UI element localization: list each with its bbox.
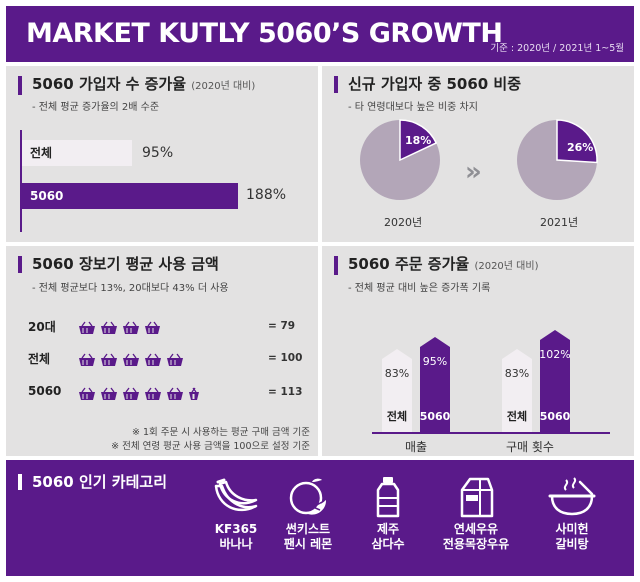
column-value-label: 83%	[505, 367, 529, 380]
column-series-label: 전체	[507, 409, 527, 423]
avg-spend-title: 5060 장보기 평균 사용 금액	[18, 256, 219, 273]
popular-title: 5060 인기 카테고리	[18, 474, 167, 490]
order-growth-title-text: 5060 주문 증가율	[348, 255, 470, 273]
arrow-icon: »	[465, 157, 482, 187]
basket-icon	[78, 386, 96, 400]
avg-spend-subtitle: - 전체 평균보다 13%, 20대보다 43% 더 사용	[32, 283, 229, 294]
note-1: ※ 1회 주문 시 사용하는 평균 구매 금액 기준	[131, 427, 310, 438]
pie-2021-label: 2021년	[540, 216, 579, 229]
signup-growth-title-text: 5060 가입자 수 증가율	[32, 75, 187, 93]
new-member-share-title: 신규 가입자 중 5060 비중	[334, 76, 521, 93]
bar-5060-value: 188%	[246, 187, 287, 203]
xlabel-purchases: 구매 횟수	[506, 440, 554, 454]
soup-bowl-icon	[548, 477, 596, 516]
pie-2020-slice	[399, 119, 438, 162]
basket-row-20s	[78, 320, 162, 334]
row-value-5060: = 113	[268, 386, 303, 398]
category-water: 제주 삼다수	[338, 476, 438, 552]
basket-icon	[78, 320, 96, 334]
category-lemon-line2: 팬시 레몬	[283, 537, 333, 551]
category-milk-line1: 연세우유	[453, 522, 499, 536]
header-banner: MARKET KUTLY 5060’S GROWTH 기준 : 2020년 / …	[6, 6, 634, 62]
pie-2021	[517, 119, 598, 200]
basket-row-total	[78, 352, 184, 366]
signup-growth-title-note: (2020년 대비)	[191, 81, 256, 92]
basket-icon	[100, 352, 118, 366]
row-value-20s: = 79	[268, 320, 296, 332]
water-bottle-icon	[376, 477, 400, 518]
pie-2020-value: 18%	[405, 134, 432, 147]
pie-2021-slice	[556, 119, 598, 164]
basket-icon	[188, 386, 206, 400]
category-water-line1: 제주	[376, 522, 400, 536]
column-value-label: 102%	[539, 348, 570, 361]
column-series-label: 5060	[540, 410, 571, 423]
avg-spend-panel	[6, 246, 318, 456]
order-growth-chart: 83% 전체 95% 5060 83% 전체 102% 5060	[382, 330, 571, 432]
order-growth-title-note: (2020년 대비)	[474, 261, 539, 272]
category-soup-line1: 사미헌	[555, 522, 589, 536]
column-5060-purchases	[540, 330, 570, 432]
basket-icon	[144, 352, 162, 366]
chart-baseline	[372, 432, 610, 434]
bar-5060: 5060	[22, 183, 238, 209]
lemon-icon	[289, 478, 327, 515]
signup-growth-subtitle: - 전체 평균 증가율의 2배 수준	[32, 102, 160, 113]
column-series-label: 전체	[387, 409, 407, 423]
chart-axis	[20, 130, 22, 232]
category-banana: KF365 바나나	[186, 476, 286, 552]
category-soup-line2: 갈비탕	[555, 537, 589, 551]
column-series-label: 5060	[420, 410, 451, 423]
note-2: ※ 전체 연령 평균 사용 금액을 100으로 설정 기준	[111, 441, 310, 452]
basket-icon	[166, 352, 184, 366]
page-title: MARKET KUTLY 5060’S GROWTH	[26, 18, 503, 49]
bar-total-value: 95%	[142, 145, 174, 161]
order-growth-panel	[322, 246, 634, 456]
signup-growth-title: 5060 가입자 수 증가율 (2020년 대비)	[18, 76, 255, 95]
order-growth-subtitle: - 전체 평균 대비 높은 증가폭 기록	[348, 283, 491, 294]
basket-icon	[144, 386, 162, 400]
basket-icon	[122, 320, 140, 334]
basket-icon	[166, 386, 184, 400]
column-total-purchases	[502, 349, 532, 432]
new-member-share-subtitle: - 타 연령대보다 높은 비중 차지	[348, 102, 478, 113]
basket-icon	[144, 320, 162, 334]
basket-row-5060	[78, 386, 206, 400]
row-label-5060: 5060	[28, 384, 62, 398]
basket-icon	[78, 352, 96, 366]
pie-2021-value: 26%	[567, 141, 594, 154]
xlabel-sales: 매출	[405, 440, 428, 454]
basket-icon	[122, 386, 140, 400]
category-banana-line1: KF365	[214, 522, 258, 536]
row-label-total: 전체	[28, 352, 51, 366]
column-value-label: 95%	[423, 355, 447, 368]
category-milk-line2: 전용목장우유	[442, 537, 510, 551]
pie-2020	[360, 119, 440, 200]
milk-carton-icon	[460, 477, 494, 518]
row-label-20s: 20대	[28, 320, 56, 334]
category-soup: 사미헌 갈비탕	[522, 476, 622, 552]
basket-icon	[100, 386, 118, 400]
row-value-total: = 100	[268, 352, 303, 364]
basket-icon	[100, 320, 118, 334]
banana-icon	[214, 478, 258, 512]
basket-icon	[122, 352, 140, 366]
category-lemon-line1: 썬키스트	[285, 522, 331, 536]
order-growth-title: 5060 주문 증가율 (2020년 대비)	[334, 256, 538, 275]
column-value-label: 83%	[385, 367, 409, 380]
category-lemon: 썬키스트 팬시 레몬	[258, 476, 358, 552]
bar-total: 전체	[22, 140, 132, 166]
column-5060-sales	[420, 337, 450, 432]
date-basis: 기준 : 2020년 / 2021년 1~5월	[490, 43, 624, 54]
column-total-sales	[382, 349, 412, 432]
category-banana-line2: 바나나	[219, 537, 253, 551]
category-milk: 연세우유 전용목장우유	[426, 476, 526, 552]
category-water-line2: 삼다수	[371, 537, 405, 551]
pie-2020-label: 2020년	[384, 216, 423, 229]
